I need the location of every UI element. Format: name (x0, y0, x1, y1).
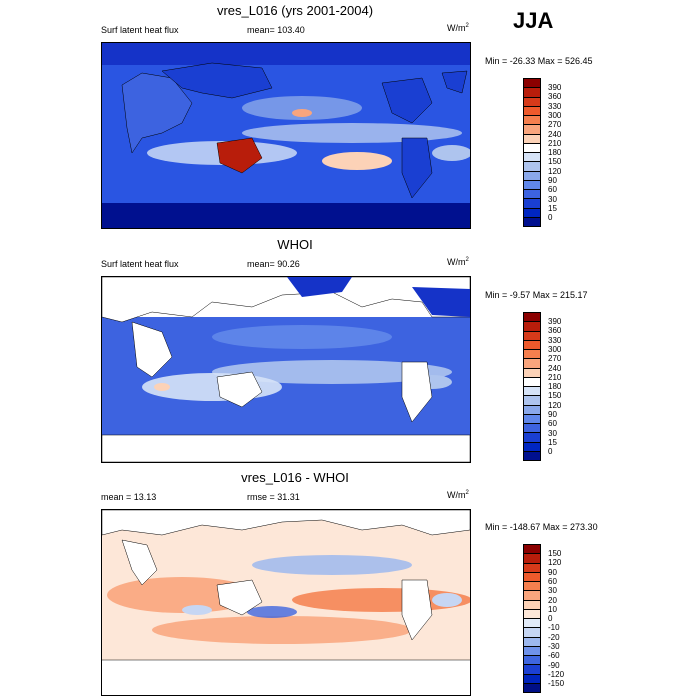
panel-3-tick: -60 (548, 651, 560, 661)
panel-2-title: WHOI (277, 237, 313, 252)
panel-3-tick: -10 (548, 623, 560, 633)
panel-2-tick: 15 (548, 437, 557, 447)
panel-1-map (101, 42, 471, 229)
panel-2-tick: 60 (548, 419, 557, 429)
panel-1-tick: 210 (548, 138, 562, 148)
panel-2-tick: 180 (548, 382, 562, 392)
panel-1-field-label: Surf latent heat flux (101, 25, 179, 35)
panel-2-tick: 360 (548, 326, 562, 336)
panel-3-tick: 120 (548, 558, 562, 568)
panel-1-tick: 150 (548, 157, 562, 167)
panel-1-tick: 330 (548, 101, 562, 111)
panel-1-tick: 120 (548, 166, 562, 176)
panel-3-tick: 20 (548, 595, 557, 605)
panel-2-mean: mean= 90.26 (247, 259, 300, 269)
panel-2-colorbar (523, 312, 541, 461)
panel-3-rmse: rmse = 31.31 (247, 492, 300, 502)
panel-3-tick: -90 (548, 660, 560, 670)
panel-3-tick: 30 (548, 586, 557, 596)
panel-3-tick: 150 (548, 549, 562, 558)
panel-1-tick: 30 (548, 194, 557, 204)
panel-2-tick: 300 (548, 344, 562, 354)
panel-3-title: vres_L016 - WHOI (241, 470, 349, 485)
panel-3-tick: -120 (548, 669, 565, 679)
panel-1-tick: 270 (548, 120, 562, 130)
panel-3-units: W/m2 (447, 490, 469, 500)
panel-1-colorbar (523, 78, 541, 227)
panel-2-map-field (102, 277, 470, 462)
panel-2-tick: 390 (548, 317, 562, 326)
panel-1-title: vres_L016 (yrs 2001-2004) (216, 3, 374, 18)
panel-1-tick: 90 (548, 176, 557, 185)
panel-1-map-field (102, 43, 470, 228)
colorbar-swatch (523, 682, 541, 693)
panel-3-mean: mean = 13.13 (101, 492, 157, 502)
panel-3-map (101, 509, 471, 696)
panel-1-minmax: Min = -26.33 Max = 526.45 (485, 56, 593, 66)
panel-1-mean: mean= 103.40 (247, 25, 305, 35)
panel-3-minmax: Min = -148.67 Max = 273.30 (485, 522, 598, 532)
panel-2-tick: 270 (548, 354, 562, 364)
colorbar-swatch (523, 450, 541, 461)
panel-3-colorbar (523, 544, 541, 693)
panel-2-map (101, 276, 471, 463)
panel-2-units: W/m2 (447, 257, 469, 267)
panel-3-map-field (102, 510, 470, 695)
panel-2-tick: 150 (548, 391, 562, 401)
panel-3-tick: -30 (548, 642, 560, 651)
panel-1-tick: 60 (548, 185, 557, 195)
panel-1-tick: 0 (548, 213, 553, 223)
panel-1-tick: 15 (548, 203, 557, 213)
panel-2-tick: 0 (548, 447, 553, 457)
panel-1-units: W/m2 (447, 23, 469, 33)
colorbar-swatch (523, 216, 541, 227)
panel-2-minmax: Min = -9.57 Max = 215.17 (485, 290, 588, 300)
panel-3-tick: -150 (548, 679, 565, 689)
panel-3-tick: 90 (548, 567, 557, 577)
panel-2-tick: 120 (548, 400, 562, 410)
panel-1-tick: 180 (548, 148, 562, 158)
panel-2-tick: 90 (548, 410, 557, 419)
panel-1-tick: 390 (548, 83, 562, 92)
panel-1-tick: 300 (548, 110, 562, 120)
panel-2-tick: 240 (548, 363, 562, 373)
panel-1-tick: 240 (548, 129, 562, 139)
panel-3-tick: 10 (548, 604, 557, 614)
panel-3-tick: -20 (548, 632, 560, 642)
panel-3-tick: 0 (548, 614, 553, 624)
panel-2-tick: 210 (548, 372, 562, 382)
panel-1-tick: 360 (548, 92, 562, 102)
panel-2-field-label: Surf latent heat flux (101, 259, 179, 269)
season-label: JJA (513, 8, 554, 33)
panel-2-tick: 30 (548, 428, 557, 438)
panel-2-tick: 330 (548, 335, 562, 345)
panel-3-tick: 60 (548, 576, 557, 586)
